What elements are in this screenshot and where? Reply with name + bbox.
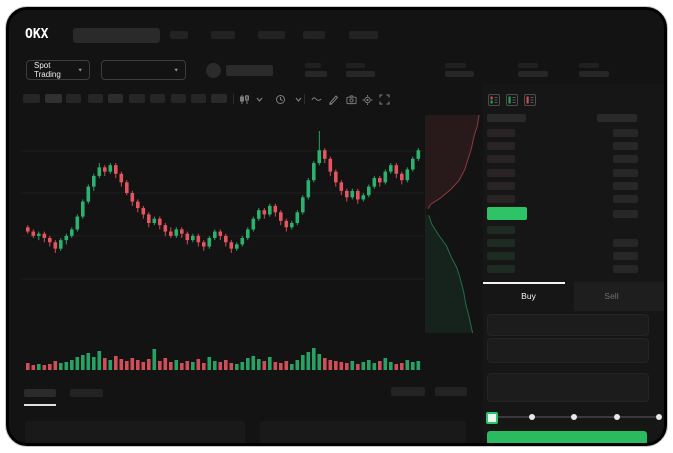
order-amount-input-placeholder[interactable] xyxy=(487,338,649,363)
nav-item-placeholder[interactable] xyxy=(258,31,285,39)
orderbook-amount-placeholder xyxy=(613,252,638,260)
ask-row-placeholder[interactable] xyxy=(487,142,515,151)
orderbook-amount-placeholder xyxy=(613,181,638,190)
ask-row-placeholder[interactable] xyxy=(487,195,515,203)
interval-clock-icon[interactable] xyxy=(275,94,286,105)
spot-trading-label: Spot Trading xyxy=(34,61,61,79)
timeframe-placeholder[interactable] xyxy=(150,94,165,103)
ticker-stat-label-placeholder xyxy=(305,63,321,68)
ticker-stat-label-placeholder xyxy=(518,63,538,68)
bid-row-placeholder[interactable] xyxy=(487,265,515,273)
price-chart[interactable] xyxy=(20,108,424,372)
order-history-panel-placeholder xyxy=(260,421,466,443)
okx-logo: OKX xyxy=(25,27,49,42)
orderbook-amount-placeholder xyxy=(613,265,638,273)
order-price-input-placeholder[interactable] xyxy=(487,314,649,336)
orderbook-amount-placeholder xyxy=(613,155,638,164)
sell-tab-label: Sell xyxy=(604,291,619,301)
ticker-stat-value-placeholder xyxy=(346,71,375,77)
app-screen: OKX Spot Trading ▾ ▾ xyxy=(9,10,664,443)
orderbook-amount-placeholder xyxy=(613,239,638,247)
open-orders-panel-placeholder xyxy=(25,421,245,443)
orderbook-amount-header-placeholder xyxy=(597,114,637,122)
ask-row-placeholder[interactable] xyxy=(487,129,515,137)
ticker-stat-label-placeholder xyxy=(346,63,365,68)
book-asks-only-icon[interactable] xyxy=(524,94,536,106)
ticker-stat-label-placeholder xyxy=(445,63,466,68)
chevron-down-icon: ▾ xyxy=(78,67,82,74)
book-bids-only-icon[interactable] xyxy=(506,94,518,106)
sell-tab[interactable] xyxy=(574,282,664,311)
orderbook-price-header-placeholder xyxy=(487,114,526,122)
slider-dot[interactable] xyxy=(571,414,577,420)
depth-chart xyxy=(426,115,480,333)
slider-handle[interactable] xyxy=(486,412,498,424)
ticker-stat-value-placeholder xyxy=(518,71,548,77)
order-total-input-placeholder[interactable] xyxy=(487,373,649,402)
slider-dot[interactable] xyxy=(614,414,620,420)
ticker-stat-value-placeholder xyxy=(579,71,609,77)
nav-item-placeholder[interactable] xyxy=(170,31,188,39)
orderbook-amount-placeholder xyxy=(613,129,638,137)
timeframe-placeholder[interactable] xyxy=(23,94,40,103)
bottom-tab-placeholder[interactable] xyxy=(70,389,103,397)
ticker-stat-value-placeholder xyxy=(305,71,327,77)
camera-snapshot-icon[interactable] xyxy=(346,94,357,105)
coin-avatar xyxy=(206,63,221,78)
orderbook-amount-placeholder xyxy=(613,195,638,203)
nav-item-placeholder[interactable] xyxy=(303,31,325,39)
chevron-down-icon[interactable] xyxy=(293,94,304,105)
bottom-tab-indicator xyxy=(24,404,56,406)
last-price-button[interactable] xyxy=(487,207,527,220)
slider-dot[interactable] xyxy=(529,414,535,420)
search-bar-placeholder[interactable] xyxy=(73,28,160,43)
timeframe-placeholder[interactable] xyxy=(45,94,62,103)
spot-trading-dropdown[interactable]: Spot Trading ▾ xyxy=(26,60,90,80)
pair-name-placeholder xyxy=(226,65,273,76)
book-both-sides-icon[interactable] xyxy=(488,94,500,106)
nav-item-placeholder[interactable] xyxy=(211,31,235,39)
ask-row-placeholder[interactable] xyxy=(487,181,515,190)
timeframe-placeholder[interactable] xyxy=(191,94,206,103)
bid-row-placeholder[interactable] xyxy=(487,239,515,247)
timeframe-placeholder[interactable] xyxy=(129,94,145,103)
buy-submit-button[interactable] xyxy=(487,431,647,443)
orderbook-amount-placeholder xyxy=(613,210,638,218)
orderbook-amount-placeholder xyxy=(613,168,638,177)
draw-pencil-icon[interactable] xyxy=(328,94,339,105)
ticker-stat-label-placeholder xyxy=(579,63,599,68)
active-tab-indicator xyxy=(483,282,565,284)
fullscreen-expand-icon[interactable] xyxy=(379,94,390,105)
ask-row-placeholder[interactable] xyxy=(487,155,515,164)
candle-style-icon[interactable] xyxy=(239,94,250,105)
pair-dropdown[interactable]: ▾ xyxy=(101,60,186,80)
chevron-down-icon: ▾ xyxy=(174,67,178,74)
slider-dot[interactable] xyxy=(656,414,662,420)
bid-row-placeholder[interactable] xyxy=(487,226,515,234)
timeframe-placeholder[interactable] xyxy=(171,94,186,103)
wave-indicator-icon[interactable] xyxy=(311,94,322,105)
device-frame: OKX Spot Trading ▾ ▾ xyxy=(5,6,668,447)
nav-item-placeholder[interactable] xyxy=(349,31,378,39)
bid-row-placeholder[interactable] xyxy=(487,252,515,260)
chevron-down-icon[interactable] xyxy=(254,94,265,105)
orderbook-amount-placeholder xyxy=(613,142,638,151)
timeframe-placeholder[interactable] xyxy=(211,94,227,103)
ticker-stat-value-placeholder xyxy=(445,71,474,77)
ask-row-placeholder[interactable] xyxy=(487,168,515,177)
buy-tab[interactable]: Buy xyxy=(521,291,536,301)
bottom-tab-placeholder[interactable] xyxy=(24,389,56,397)
settings-gear-icon[interactable] xyxy=(362,94,373,105)
timeframe-placeholder[interactable] xyxy=(66,94,81,103)
bottom-action-placeholder[interactable] xyxy=(435,387,467,396)
bottom-action-placeholder[interactable] xyxy=(391,387,425,396)
timeframe-placeholder[interactable] xyxy=(108,94,123,103)
timeframe-placeholder[interactable] xyxy=(88,94,103,103)
